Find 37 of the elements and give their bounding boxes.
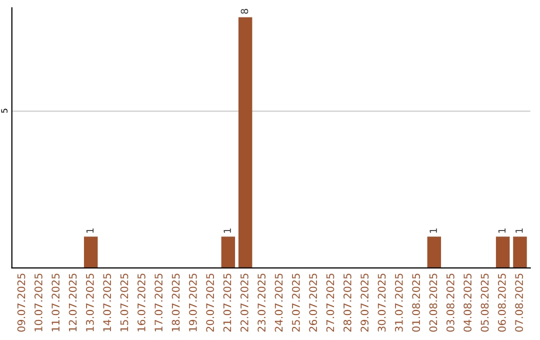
- x-tick-label: 09.07.2025: [17, 274, 26, 332]
- x-tick-label: 17.07.2025: [154, 274, 163, 332]
- data-label: 8: [240, 8, 248, 14]
- x-tick-label: 06.08.2025: [498, 274, 506, 332]
- x-tick-label: 15.07.2025: [120, 274, 128, 332]
- x-tick-label: 01.08.2025: [412, 274, 420, 332]
- x-tick-label: 13.07.2025: [86, 274, 94, 332]
- x-tick-label: 23.07.2025: [258, 274, 266, 332]
- x-tick-label: 22.07.2025: [240, 274, 248, 332]
- data-label: 1: [498, 228, 506, 233]
- x-tick-label: 18.07.2025: [172, 274, 180, 332]
- x-tick-label: 07.08.2025: [515, 274, 524, 332]
- x-tick-label: 05.08.2025: [480, 274, 489, 332]
- x-tick-label: 02.08.2025: [429, 274, 438, 332]
- x-tick-label: 11.07.2025: [52, 274, 60, 332]
- x-tick-label: 30.07.2025: [378, 274, 386, 332]
- x-tick-label: 03.08.2025: [446, 274, 454, 332]
- data-label: 1: [86, 228, 94, 233]
- x-tick-label: 31.07.2025: [394, 274, 403, 332]
- data-label: 1: [430, 228, 437, 233]
- data-label: 1: [516, 228, 523, 233]
- x-tick-label: 12.07.2025: [68, 274, 77, 332]
- x-tick-label: 25.07.2025: [292, 274, 300, 332]
- data-label: 1: [224, 228, 231, 233]
- x-tick-label: 14.07.2025: [103, 274, 112, 332]
- y-tick-label: 5: [1, 108, 8, 113]
- x-tick-label: 20.07.2025: [206, 274, 214, 332]
- x-tick-label: 16.07.2025: [137, 274, 146, 332]
- x-tick-label: 28.07.2025: [343, 274, 352, 332]
- x-tick-label: 10.07.2025: [34, 274, 42, 332]
- x-tick-label: 19.07.2025: [188, 274, 197, 332]
- x-tick-label: 29.07.2025: [360, 274, 369, 332]
- x-tick-label: 24.07.2025: [274, 274, 283, 332]
- x-tick-label: 21.07.2025: [223, 274, 232, 332]
- x-tick-label: 27.07.2025: [326, 274, 334, 332]
- x-tick-label: 26.07.2025: [309, 274, 318, 332]
- x-tick-label: 04.08.2025: [464, 274, 472, 332]
